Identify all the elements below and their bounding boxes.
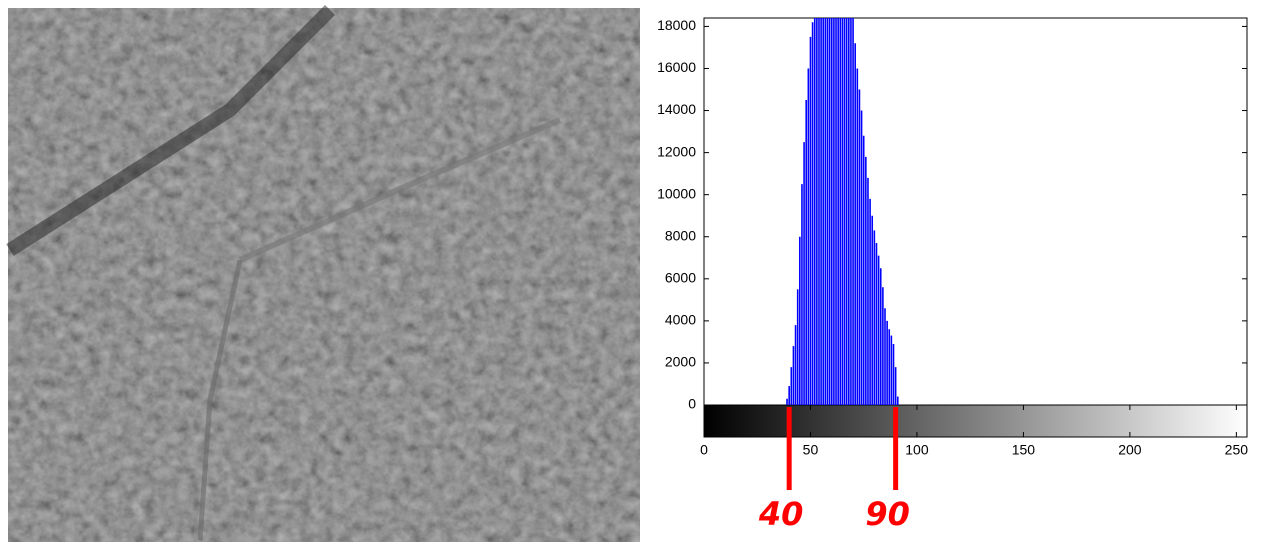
plot-area bbox=[703, 17, 1248, 406]
x-tick-label: 100 bbox=[905, 442, 929, 458]
y-tick-label: 18000 bbox=[657, 17, 696, 33]
aerial-photo bbox=[6, 5, 640, 542]
bars bbox=[786, 18, 899, 405]
y-tick-label: 2000 bbox=[665, 354, 696, 370]
y-tick-label: 10000 bbox=[657, 185, 696, 201]
y-tick-label: 16000 bbox=[657, 59, 696, 75]
x-tick-label: 250 bbox=[1225, 442, 1249, 458]
colorbar bbox=[703, 404, 1248, 438]
x-tick-label: 200 bbox=[1118, 442, 1142, 458]
threshold-label: 40 bbox=[758, 495, 804, 533]
y-tick-label: 0 bbox=[688, 396, 696, 412]
threshold-label: 90 bbox=[865, 495, 910, 533]
y-tick-label: 4000 bbox=[665, 312, 696, 328]
x-tick-label: 150 bbox=[1012, 442, 1036, 458]
y-tick-label: 6000 bbox=[665, 270, 696, 286]
y-tick-label: 12000 bbox=[657, 143, 696, 159]
y-tick-label: 14000 bbox=[657, 101, 696, 117]
x-tick-label: 0 bbox=[700, 442, 708, 458]
y-tick-label: 8000 bbox=[665, 227, 696, 243]
x-tick-label: 50 bbox=[803, 442, 819, 458]
